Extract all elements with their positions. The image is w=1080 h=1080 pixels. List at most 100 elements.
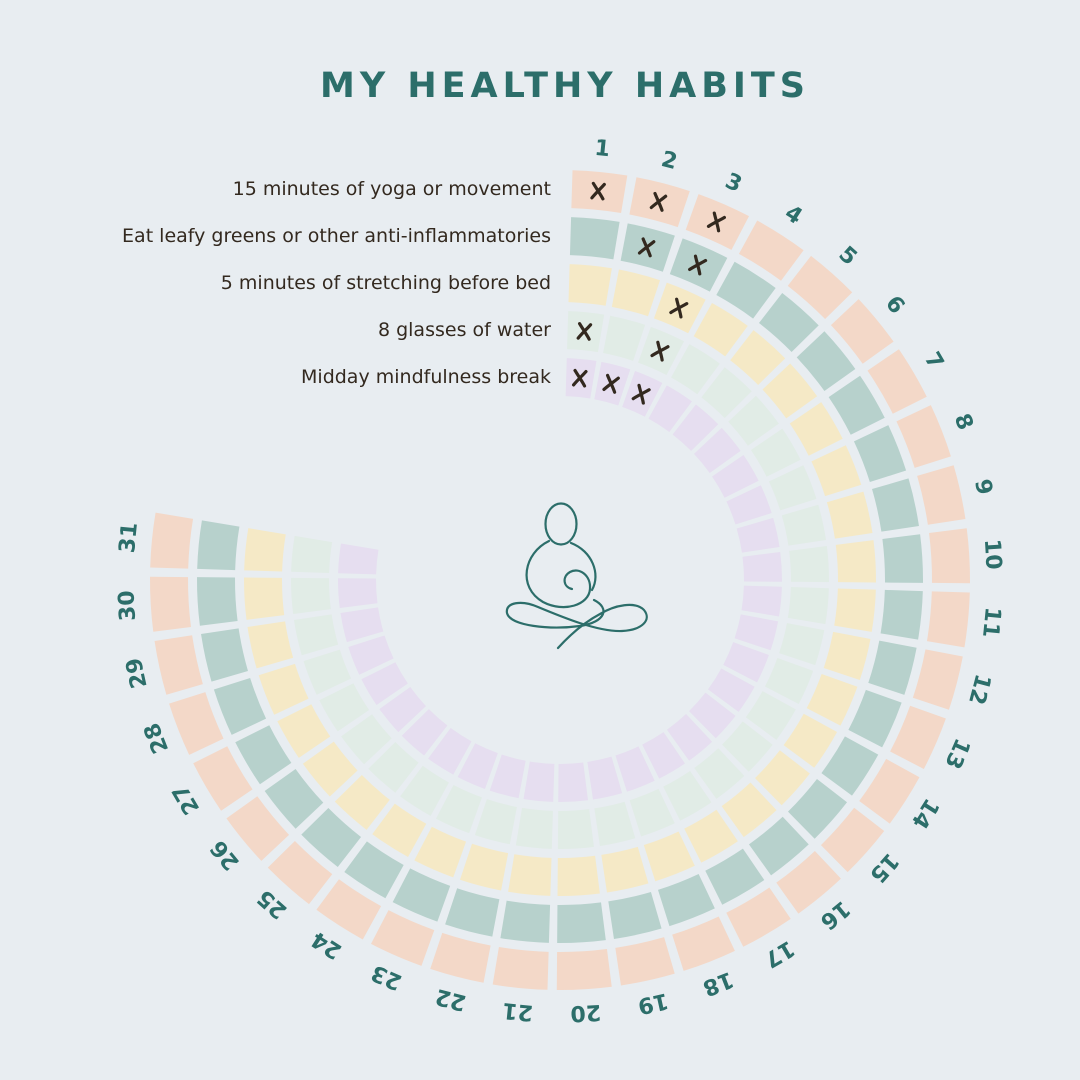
- day-cell[interactable]: [705, 848, 765, 905]
- day-cell[interactable]: [708, 668, 755, 712]
- day-cell[interactable]: [258, 663, 309, 715]
- day-cell[interactable]: [701, 367, 752, 418]
- day-cell[interactable]: [557, 809, 594, 849]
- day-cell[interactable]: [169, 692, 224, 755]
- day-cell[interactable]: [872, 478, 919, 532]
- day-cell[interactable]: [428, 728, 472, 775]
- day-cell[interactable]: [436, 784, 482, 834]
- day-cell[interactable]: [474, 799, 517, 845]
- day-cell[interactable]: [926, 591, 970, 648]
- day-cell[interactable]: [642, 732, 685, 779]
- day-cell[interactable]: [557, 902, 606, 944]
- day-cell[interactable]: [788, 778, 848, 839]
- day-cell[interactable]: [226, 796, 290, 861]
- day-cell[interactable]: [694, 748, 745, 799]
- day-cell[interactable]: [787, 587, 829, 625]
- day-cell[interactable]: [712, 455, 759, 498]
- day-cell[interactable]: [594, 801, 636, 847]
- day-cell[interactable]: [244, 577, 285, 620]
- day-cell[interactable]: [303, 649, 352, 695]
- day-cell[interactable]: [264, 768, 324, 829]
- day-cell[interactable]: [379, 686, 426, 733]
- day-cell[interactable]: [489, 754, 526, 799]
- day-cell[interactable]: [149, 576, 191, 632]
- day-cell[interactable]: [689, 692, 736, 739]
- day-cell[interactable]: [568, 264, 612, 306]
- day-cell[interactable]: [723, 642, 769, 683]
- day-cell[interactable]: [834, 588, 876, 632]
- day-cell[interactable]: [344, 841, 404, 899]
- day-cell[interactable]: [196, 577, 238, 626]
- day-cell[interactable]: [371, 910, 435, 966]
- day-cell[interactable]: [629, 788, 675, 837]
- day-cell[interactable]: [508, 854, 552, 896]
- day-cell[interactable]: [693, 302, 748, 357]
- day-cell[interactable]: [890, 705, 946, 769]
- day-cell[interactable]: [492, 946, 549, 990]
- day-cell[interactable]: [587, 756, 623, 800]
- day-cell[interactable]: [267, 840, 333, 905]
- day-cell[interactable]: [721, 782, 777, 838]
- day-cell[interactable]: [213, 678, 267, 735]
- day-cell[interactable]: [734, 614, 779, 651]
- day-cell[interactable]: [316, 879, 382, 940]
- day-cell[interactable]: [277, 704, 331, 758]
- day-cell[interactable]: [558, 762, 589, 802]
- day-cell[interactable]: [896, 405, 951, 468]
- day-cell[interactable]: [806, 673, 858, 726]
- day-cell[interactable]: [392, 868, 451, 922]
- day-cell[interactable]: [557, 855, 600, 896]
- day-cell[interactable]: [726, 485, 772, 525]
- day-cell[interactable]: [764, 658, 814, 704]
- day-cell[interactable]: [666, 714, 713, 761]
- day-cell[interactable]: [334, 775, 390, 830]
- day-cell[interactable]: [811, 445, 862, 497]
- day-cell[interactable]: [755, 750, 810, 806]
- day-cell[interactable]: [291, 577, 331, 614]
- day-cell[interactable]: [826, 491, 873, 539]
- day-cell[interactable]: [726, 887, 791, 947]
- day-cell[interactable]: [197, 520, 240, 571]
- day-cell[interactable]: [758, 292, 819, 352]
- day-cell[interactable]: [291, 535, 333, 573]
- day-cell[interactable]: [515, 807, 553, 849]
- day-cell[interactable]: [193, 746, 253, 811]
- day-cell[interactable]: [154, 635, 203, 695]
- day-cell[interactable]: [835, 540, 876, 583]
- day-cell[interactable]: [738, 220, 804, 281]
- day-cell[interactable]: [779, 623, 825, 666]
- day-cell[interactable]: [235, 725, 292, 785]
- day-cell[interactable]: [820, 807, 885, 873]
- day-cell[interactable]: [341, 714, 392, 765]
- day-cell[interactable]: [603, 315, 646, 361]
- day-cell[interactable]: [319, 683, 370, 732]
- day-cell[interactable]: [745, 691, 796, 740]
- day-cell[interactable]: [523, 761, 555, 802]
- day-cell[interactable]: [340, 607, 384, 643]
- day-cell[interactable]: [663, 770, 712, 821]
- day-cell[interactable]: [768, 465, 817, 511]
- day-cell[interactable]: [859, 758, 920, 824]
- day-cell[interactable]: [457, 743, 498, 789]
- day-cell[interactable]: [694, 427, 741, 474]
- day-cell[interactable]: [615, 746, 655, 792]
- day-cell[interactable]: [445, 888, 500, 937]
- day-cell[interactable]: [750, 428, 801, 477]
- day-cell[interactable]: [338, 543, 379, 575]
- day-cell[interactable]: [301, 808, 362, 868]
- day-cell[interactable]: [781, 504, 827, 546]
- day-cell[interactable]: [730, 330, 786, 385]
- day-cell[interactable]: [150, 512, 194, 569]
- day-cell[interactable]: [728, 395, 779, 446]
- day-cell[interactable]: [400, 765, 449, 816]
- day-cell[interactable]: [882, 534, 924, 583]
- day-cell[interactable]: [853, 425, 907, 482]
- day-cell[interactable]: [671, 344, 720, 395]
- day-cell[interactable]: [361, 662, 408, 705]
- day-cell[interactable]: [830, 299, 894, 364]
- day-cell[interactable]: [643, 831, 695, 882]
- day-cell[interactable]: [828, 375, 885, 435]
- day-cell[interactable]: [742, 551, 782, 582]
- day-cell[interactable]: [929, 528, 971, 584]
- day-cell[interactable]: [867, 349, 927, 414]
